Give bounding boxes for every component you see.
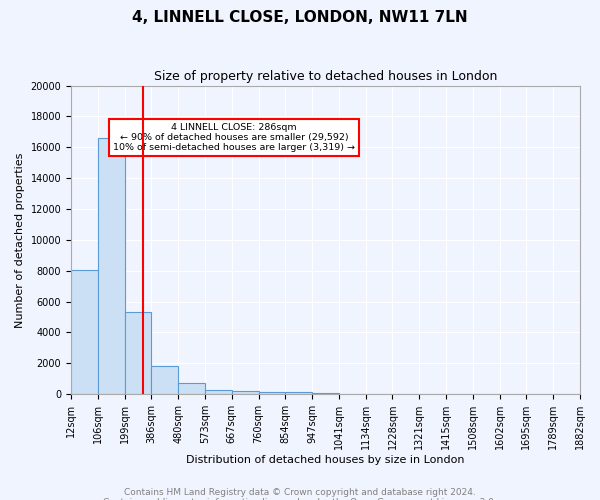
Text: Contains public sector information licensed under the Open Government Licence v3: Contains public sector information licen…	[103, 498, 497, 500]
Y-axis label: Number of detached properties: Number of detached properties	[15, 152, 25, 328]
Text: Contains HM Land Registry data © Crown copyright and database right 2024.: Contains HM Land Registry data © Crown c…	[124, 488, 476, 497]
Bar	[205, 390, 232, 394]
Text: 4 LINNELL CLOSE: 286sqm
← 90% of detached houses are smaller (29,592)
10% of sem: 4 LINNELL CLOSE: 286sqm ← 90% of detache…	[113, 122, 355, 152]
Bar	[259, 392, 286, 394]
Bar	[178, 384, 205, 394]
Bar	[232, 391, 259, 394]
Bar	[125, 312, 151, 394]
Title: Size of property relative to detached houses in London: Size of property relative to detached ho…	[154, 70, 497, 83]
X-axis label: Distribution of detached houses by size in London: Distribution of detached houses by size …	[186, 455, 465, 465]
Bar	[151, 366, 178, 394]
Bar	[98, 138, 125, 394]
Bar	[71, 270, 98, 394]
Bar	[286, 392, 312, 394]
Text: 4, LINNELL CLOSE, LONDON, NW11 7LN: 4, LINNELL CLOSE, LONDON, NW11 7LN	[132, 10, 468, 25]
